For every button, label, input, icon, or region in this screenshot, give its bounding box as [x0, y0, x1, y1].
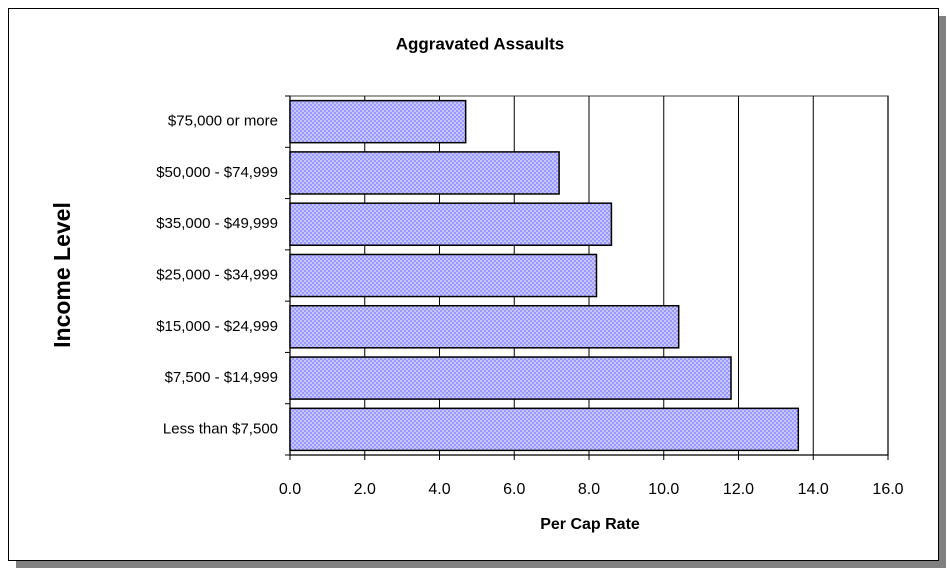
y-tick-label: $75,000 or more [168, 113, 278, 130]
x-tick-label: 14.0 [798, 481, 829, 498]
bar [289, 356, 732, 400]
x-tick-label: 16.0 [872, 481, 903, 498]
x-tick-label: 6.0 [503, 481, 525, 498]
y-tick-label: $7,500 - $14,999 [165, 369, 278, 386]
y-tick-label: $15,000 - $24,999 [156, 318, 278, 335]
y-tick-label: $25,000 - $34,999 [156, 266, 278, 283]
y-tick-label: Less than $7,500 [163, 420, 278, 437]
x-axis-title: Per Cap Rate [540, 516, 640, 533]
x-tick-label: 0.0 [279, 481, 301, 498]
x-tick-label: 10.0 [648, 481, 679, 498]
bar [289, 407, 800, 452]
bar [289, 253, 598, 298]
bar [289, 99, 467, 144]
bar [289, 151, 560, 195]
chart-title: Aggravated Assaults [396, 34, 564, 53]
x-tick-label: 8.0 [578, 481, 600, 498]
x-tick-label: 2.0 [354, 481, 376, 498]
bar [289, 202, 613, 246]
bar [289, 305, 680, 349]
y-tick-label: $35,000 - $49,999 [156, 215, 278, 232]
y-tick-label: $50,000 - $74,999 [156, 164, 278, 181]
x-tick-label: 12.0 [723, 481, 754, 498]
x-tick-label: 4.0 [428, 481, 450, 498]
y-axis-title: Income Level [49, 202, 75, 348]
